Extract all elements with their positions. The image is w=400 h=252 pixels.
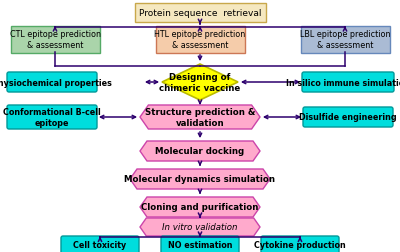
Polygon shape: [162, 65, 238, 101]
Text: In vitro validation: In vitro validation: [162, 223, 238, 232]
Polygon shape: [140, 218, 260, 236]
Text: Cloning and purification: Cloning and purification: [141, 203, 259, 212]
Text: Structure prediction &
validation: Structure prediction & validation: [145, 108, 255, 127]
Text: In silico immune simulation: In silico immune simulation: [286, 78, 400, 87]
Polygon shape: [130, 169, 270, 189]
FancyBboxPatch shape: [134, 4, 266, 22]
Polygon shape: [140, 141, 260, 161]
FancyBboxPatch shape: [261, 236, 339, 252]
FancyBboxPatch shape: [156, 26, 244, 53]
Text: Conformational B-cell
epitope: Conformational B-cell epitope: [3, 108, 101, 127]
FancyBboxPatch shape: [7, 106, 97, 130]
Text: Disulfide engineering: Disulfide engineering: [299, 113, 397, 122]
Text: HTL epitope prediction
& assessment: HTL epitope prediction & assessment: [154, 30, 246, 49]
FancyBboxPatch shape: [161, 236, 239, 252]
Text: Cell toxicity: Cell toxicity: [73, 241, 127, 249]
Text: CTL epitope prediction
& assessment: CTL epitope prediction & assessment: [10, 30, 100, 49]
Polygon shape: [140, 197, 260, 217]
FancyBboxPatch shape: [61, 236, 139, 252]
FancyBboxPatch shape: [10, 26, 100, 53]
Text: LBL epitope prediction
& assessment: LBL epitope prediction & assessment: [300, 30, 390, 49]
FancyBboxPatch shape: [303, 108, 393, 128]
FancyBboxPatch shape: [7, 73, 97, 93]
Text: Physiochemical properties: Physiochemical properties: [0, 78, 112, 87]
Text: Molecular dynamics simulation: Molecular dynamics simulation: [124, 175, 276, 184]
Text: Molecular docking: Molecular docking: [156, 147, 244, 156]
Text: Designing of
chimeric vaccine: Designing of chimeric vaccine: [159, 73, 241, 92]
FancyBboxPatch shape: [302, 73, 394, 93]
Text: Cytokine production: Cytokine production: [254, 241, 346, 249]
Polygon shape: [140, 106, 260, 130]
Text: Protein sequence  retrieval: Protein sequence retrieval: [139, 9, 261, 17]
FancyBboxPatch shape: [300, 26, 390, 53]
Text: NO estimation: NO estimation: [168, 241, 232, 249]
